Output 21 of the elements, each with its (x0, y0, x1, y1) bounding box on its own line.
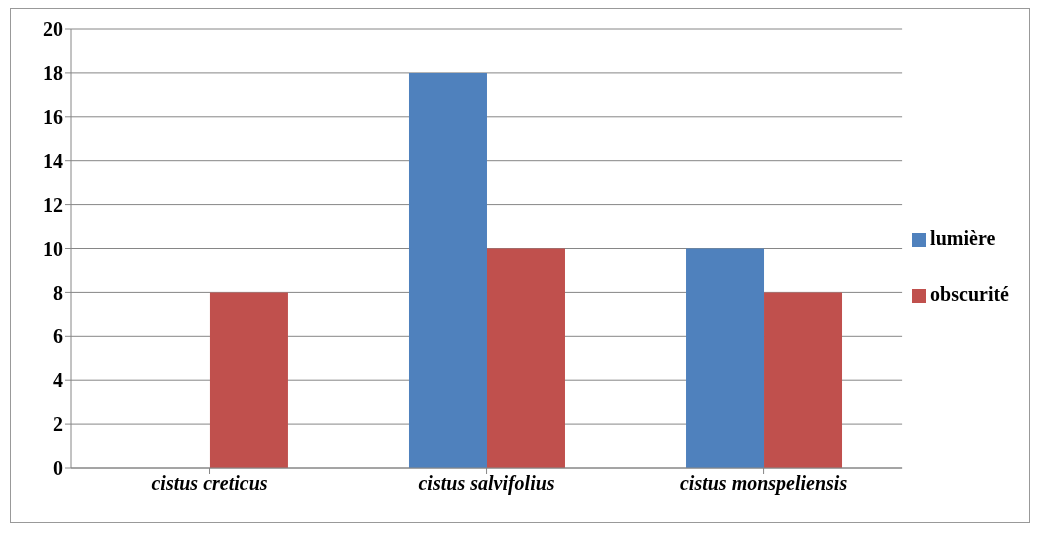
y-tick-label: 8 (53, 281, 63, 304)
y-tick-label: 2 (53, 413, 63, 436)
x-tick-label: cistus creticus (151, 472, 268, 495)
bar (764, 292, 843, 468)
y-tick-label: 14 (43, 149, 63, 172)
bar (686, 248, 765, 468)
y-tick-label: 12 (43, 193, 63, 216)
y-tick-label: 6 (53, 325, 63, 348)
legend-label: lumière (930, 226, 996, 249)
y-tick-label: 10 (43, 237, 63, 260)
y-tick-label: 20 (43, 18, 63, 41)
y-tick-label: 0 (53, 457, 63, 480)
y-tick-label: 4 (53, 369, 63, 392)
bar (408, 72, 487, 468)
bar (486, 248, 565, 468)
bar (209, 292, 288, 468)
x-tick-label: cistus monspeliensis (679, 472, 848, 496)
y-tick-label: 16 (43, 105, 63, 128)
legend-label: obscurité (930, 282, 1009, 305)
y-tick-label: 18 (43, 62, 63, 84)
x-tick-label: cistus salvifolius (418, 472, 555, 496)
